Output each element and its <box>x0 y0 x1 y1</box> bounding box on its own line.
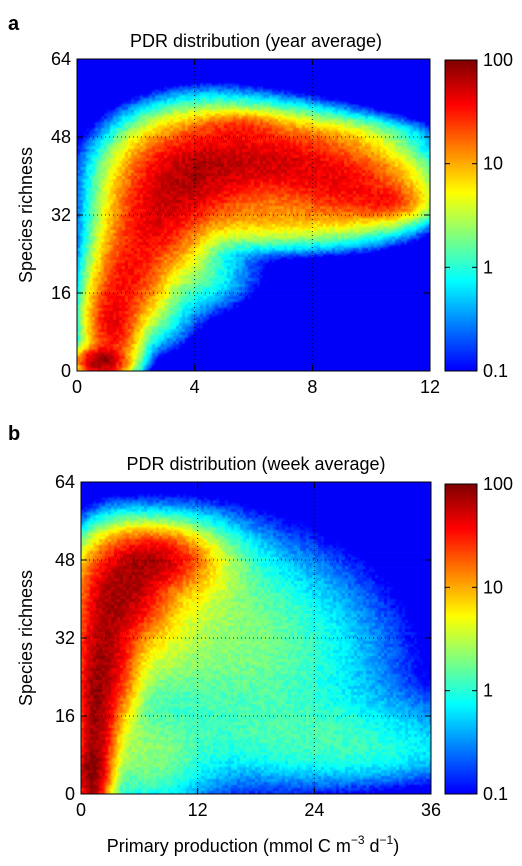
panel-b-colorbar-ticks: 100 10 1 0.1 <box>445 474 513 804</box>
x-tick-label: 0 <box>72 377 82 397</box>
colorbar-tick-label: 0.1 <box>483 784 508 804</box>
x-axis-label-sup1: −3 <box>351 833 365 847</box>
x-axis-label-mid: d <box>365 836 380 856</box>
colorbar-tick-label: 100 <box>483 474 513 494</box>
panel-b-heatmap <box>81 482 431 794</box>
colorbar-tick-label: 0.1 <box>483 361 508 381</box>
y-tick-label: 0 <box>65 784 75 804</box>
y-tick-label: 16 <box>51 283 71 303</box>
x-tick-label: 24 <box>304 800 324 820</box>
y-tick-label: 48 <box>55 550 75 570</box>
y-tick-label: 32 <box>55 628 75 648</box>
colorbar-tick-label: 100 <box>483 50 513 70</box>
x-tick-label: 4 <box>190 377 200 397</box>
colorbar-tick-label: 10 <box>483 577 503 597</box>
panel-a-ylabel: Species richness <box>16 147 36 283</box>
panel-a-grid <box>77 59 430 371</box>
panel-a: a PDR distribution (year average) Specie… <box>8 13 513 397</box>
panel-b-title: PDR distribution (week average) <box>126 454 385 474</box>
x-tick-label: 12 <box>420 377 440 397</box>
y-tick-label: 32 <box>51 205 71 225</box>
y-tick-label: 64 <box>55 472 75 492</box>
x-axis-label-main: Primary production (mmol C m <box>107 836 351 856</box>
panel-b: b PDR distribution (week average) Specie… <box>8 423 513 820</box>
y-tick-label: 0 <box>61 361 71 381</box>
y-tick-label: 48 <box>51 127 71 147</box>
panel-a-colorbar-frame <box>444 59 478 372</box>
x-tick-label: 12 <box>188 800 208 820</box>
panel-b-letter: b <box>8 423 20 445</box>
y-tick-label: 16 <box>55 706 75 726</box>
x-tick-label: 36 <box>421 800 441 820</box>
panel-b-colorbar <box>445 484 477 794</box>
panel-a-xticks: 0 4 8 12 <box>72 59 440 397</box>
panel-a-title: PDR distribution (year average) <box>130 31 382 51</box>
y-tick-label: 64 <box>51 49 71 69</box>
panel-b-yticks: 0 16 32 48 64 <box>55 472 431 804</box>
panel-a-colorbar-ticks: 100 10 1 0.1 <box>445 50 513 381</box>
x-axis-label: Primary production (mmol C m−3 d−1) <box>107 833 399 856</box>
panel-b-ylabel: Species richness <box>16 570 36 706</box>
x-axis-label-sup2: −1 <box>380 833 394 847</box>
panel-a-letter: a <box>8 13 20 35</box>
panel-a-yticks: 0 16 32 48 64 <box>51 49 430 381</box>
colorbar-tick-label: 10 <box>483 154 503 174</box>
panel-b-grid <box>81 482 431 794</box>
x-tick-label: 8 <box>307 377 317 397</box>
x-tick-label: 0 <box>76 800 86 820</box>
colorbar-tick-label: 1 <box>483 681 493 701</box>
panel-b-colorbar-frame <box>444 483 478 795</box>
panel-b-xticks: 0 12 24 36 <box>76 482 441 820</box>
panel-a-colorbar <box>445 60 477 371</box>
x-axis-label-end: ) <box>393 836 399 856</box>
colorbar-tick-label: 1 <box>483 257 493 277</box>
